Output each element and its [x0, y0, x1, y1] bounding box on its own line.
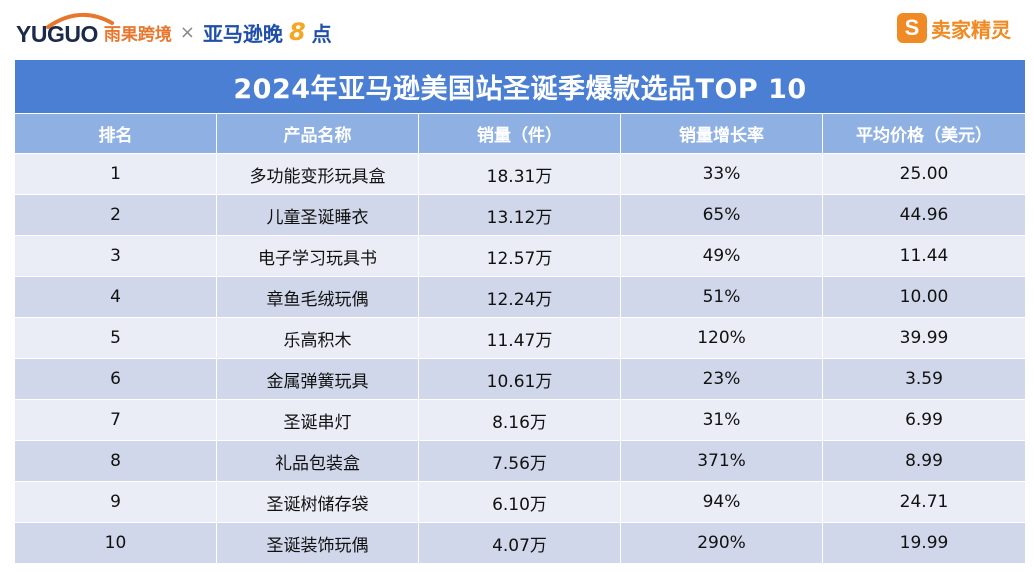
cell-rank: 1 [14, 153, 217, 195]
cell-avg-price: 44.96 [821, 194, 1027, 236]
column-header-sales: 销量（件） [418, 113, 621, 154]
cell-product-name: 圣诞树储存袋 [216, 481, 419, 523]
table-row: 1 多功能变形玩具盒 18.31万 33% 25.00 [14, 153, 1027, 195]
table-row: 4 章鱼毛绒玩偶 12.24万 51% 10.00 [14, 276, 1027, 318]
cell-rank: 8 [14, 440, 217, 482]
cell-rank: 2 [14, 194, 217, 236]
cell-avg-price: 11.44 [821, 235, 1027, 277]
cell-avg-price: 25.00 [821, 153, 1027, 195]
times-separator: × [179, 21, 195, 43]
yuguo-logo-text: YUGUO [16, 20, 98, 47]
table-row: 9 圣诞树储存袋 6.10万 94% 24.71 [14, 481, 1027, 523]
yuguo-logo: YUGUO [16, 12, 114, 48]
seller-sprite-s-icon: S [897, 13, 927, 43]
cell-growth-rate: 120% [620, 317, 823, 359]
cell-sales: 11.47万 [418, 317, 621, 359]
cell-growth-rate: 33% [620, 153, 823, 195]
amazon-night-logo-eight: 8 [288, 18, 306, 46]
cell-avg-price: 6.99 [821, 399, 1027, 441]
cell-growth-rate: 65% [620, 194, 823, 236]
cell-avg-price: 3.59 [821, 358, 1027, 400]
table-row: 2 儿童圣诞睡衣 13.12万 65% 44.96 [14, 194, 1027, 236]
cell-product-name: 圣诞串灯 [216, 399, 419, 441]
cell-sales: 10.61万 [418, 358, 621, 400]
table-row: 10 圣诞装饰玩偶 4.07万 290% 19.99 [14, 522, 1027, 564]
cell-product-name: 礼品包装盒 [216, 440, 419, 482]
amazon-night-logo-dian: 点 [311, 21, 332, 46]
table-row: 3 电子学习玩具书 12.57万 49% 11.44 [14, 235, 1027, 277]
cell-sales: 13.12万 [418, 194, 621, 236]
seller-sprite-name: 卖家精灵 [931, 17, 1011, 42]
cell-rank: 6 [14, 358, 217, 400]
cell-product-name: 章鱼毛绒玩偶 [216, 276, 419, 318]
cell-rank: 5 [14, 317, 217, 359]
cell-growth-rate: 31% [620, 399, 823, 441]
cell-product-name: 电子学习玩具书 [216, 235, 419, 277]
table-title-row: 2024年亚马逊美国站圣诞季爆款选品TOP 10 [13, 59, 1027, 114]
cell-avg-price: 24.71 [821, 481, 1027, 523]
table-row: 6 金属弹簧玩具 10.61万 23% 3.59 [14, 358, 1027, 400]
column-header-product-name: 产品名称 [216, 113, 419, 154]
cell-sales: 4.07万 [418, 522, 621, 564]
cell-product-name: 儿童圣诞睡衣 [216, 194, 419, 236]
cell-sales: 12.57万 [418, 235, 621, 277]
cell-growth-rate: 94% [620, 481, 823, 523]
cell-sales: 8.16万 [418, 399, 621, 441]
cell-avg-price: 39.99 [821, 317, 1027, 359]
cell-growth-rate: 290% [620, 522, 823, 564]
cell-rank: 7 [14, 399, 217, 441]
partner-logos: YUGUO 雨果跨境 × 亚马逊晚 8 点 [16, 12, 332, 52]
cell-sales: 12.24万 [418, 276, 621, 318]
cell-rank: 3 [14, 235, 217, 277]
column-header-rank: 排名 [14, 113, 217, 154]
cell-product-name: 圣诞装饰玩偶 [216, 522, 419, 564]
table-row: 7 圣诞串灯 8.16万 31% 6.99 [14, 399, 1027, 441]
header-bar: YUGUO 雨果跨境 × 亚马逊晚 8 点 S 卖家精灵 [0, 0, 1033, 58]
cell-avg-price: 19.99 [821, 522, 1027, 564]
cell-avg-price: 8.99 [821, 440, 1027, 482]
cell-sales: 7.56万 [418, 440, 621, 482]
cell-sales: 18.31万 [418, 153, 621, 195]
cell-growth-rate: 49% [620, 235, 823, 277]
seller-sprite-logo: S 卖家精灵 [897, 10, 1011, 46]
cell-product-name: 多功能变形玩具盒 [216, 153, 419, 195]
yuguo-arc-icon [46, 12, 114, 29]
cell-product-name: 金属弹簧玩具 [216, 358, 419, 400]
cell-rank: 4 [14, 276, 217, 318]
yuguo-chinese-name: 雨果跨境 [103, 24, 172, 45]
table-title: 2024年亚马逊美国站圣诞季爆款选品TOP 10 [13, 59, 1027, 114]
column-header-growth-rate: 销量增长率 [620, 113, 823, 154]
ranking-table-container: 2024年亚马逊美国站圣诞季爆款选品TOP 10 排名 产品名称 销量（件） 销… [13, 59, 1027, 564]
cell-avg-price: 10.00 [821, 276, 1027, 318]
table-row: 8 礼品包装盒 7.56万 371% 8.99 [14, 440, 1027, 482]
column-header-avg-price: 平均价格（美元） [821, 113, 1027, 154]
cell-rank: 10 [14, 522, 217, 564]
cell-growth-rate: 23% [620, 358, 823, 400]
cell-product-name: 乐高积木 [216, 317, 419, 359]
cell-sales: 6.10万 [418, 481, 621, 523]
ranking-table: 2024年亚马逊美国站圣诞季爆款选品TOP 10 排名 产品名称 销量（件） 销… [13, 59, 1027, 564]
amazon-night-logo-text: 亚马逊晚 [202, 21, 283, 46]
cell-growth-rate: 371% [620, 440, 823, 482]
table-header-row: 排名 产品名称 销量（件） 销量增长率 平均价格（美元） [14, 113, 1027, 154]
cell-rank: 9 [14, 481, 217, 523]
table-row: 5 乐高积木 11.47万 120% 39.99 [14, 317, 1027, 359]
cell-growth-rate: 51% [620, 276, 823, 318]
